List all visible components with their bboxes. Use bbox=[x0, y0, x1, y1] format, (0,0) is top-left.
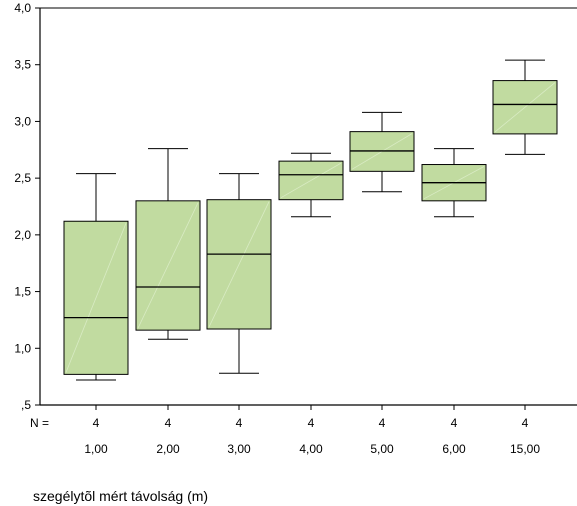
y-tick-label: 4,0 bbox=[14, 1, 31, 15]
box-diagonal bbox=[208, 201, 270, 328]
box-3 bbox=[206, 173, 272, 374]
axes bbox=[39, 7, 577, 406]
n-count: 4 bbox=[93, 416, 100, 430]
x-tick-label: 3,00 bbox=[227, 442, 251, 456]
x-tick-label: 5,00 bbox=[370, 442, 394, 456]
box-diagonal bbox=[137, 202, 199, 329]
x-axis-title: szegélytõl mért távolság (m) bbox=[33, 488, 208, 504]
x-tick-label: 1,00 bbox=[84, 442, 108, 456]
y-tick-label: 1,5 bbox=[14, 285, 31, 299]
box-2 bbox=[135, 148, 201, 340]
x-tick-label: 2,00 bbox=[156, 442, 180, 456]
y-tick-label: 3,5 bbox=[14, 58, 31, 72]
box-diagonal bbox=[280, 162, 342, 199]
y-tick-label: ,5 bbox=[21, 398, 31, 412]
n-count: 4 bbox=[308, 416, 315, 430]
x-tick-label: 15,00 bbox=[510, 442, 540, 456]
box-diagonal bbox=[494, 82, 556, 133]
box-7 bbox=[492, 59, 558, 155]
x-tick-label: 6,00 bbox=[442, 442, 466, 456]
y-tick-label: 1,0 bbox=[14, 341, 31, 355]
x-tick-label: 4,00 bbox=[299, 442, 323, 456]
n-count-label: N = bbox=[30, 416, 49, 430]
x-axis-ticks: 4 1,00 4 2,00 4 3,00 4 4,00 4 5,00 4 6,00 4 15,00 bbox=[84, 405, 540, 456]
y-tick-label: 2,5 bbox=[14, 171, 31, 185]
y-tick-label: 2,0 bbox=[14, 228, 31, 242]
box-1 bbox=[63, 173, 129, 381]
y-axis-ticks: ,5 1,0 1,5 2,0 2,5 3,0 3,5 4,0 bbox=[14, 1, 40, 412]
n-count: 4 bbox=[236, 416, 243, 430]
box-5 bbox=[349, 111, 415, 193]
box-diagonal bbox=[65, 223, 127, 373]
n-count: 4 bbox=[451, 416, 458, 430]
box-4 bbox=[278, 152, 344, 218]
n-count: 4 bbox=[522, 416, 529, 430]
n-count: 4 bbox=[379, 416, 386, 430]
boxes bbox=[63, 59, 558, 381]
y-tick-label: 3,0 bbox=[14, 114, 31, 128]
n-count: 4 bbox=[165, 416, 172, 430]
box-6 bbox=[421, 148, 487, 218]
